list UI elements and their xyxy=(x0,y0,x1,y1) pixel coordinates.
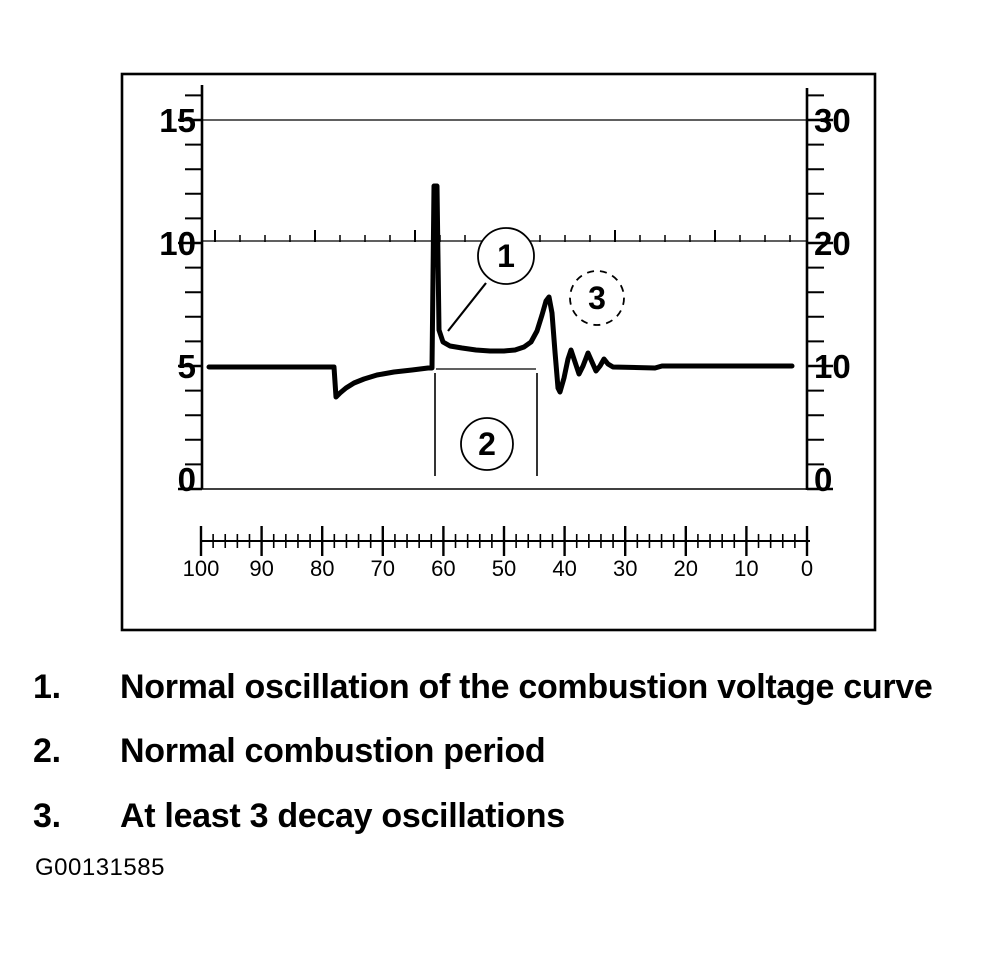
legend-item-2-text: Normal combustion period xyxy=(120,732,546,770)
ruler-label-30: 30 xyxy=(613,556,637,581)
ruler-label-80: 80 xyxy=(310,556,334,581)
callout-3-circle xyxy=(569,270,625,326)
callout-1-leader-line xyxy=(447,282,487,332)
legend-item-1-number: 1. xyxy=(33,668,61,706)
callout-3-number: 3 xyxy=(588,280,606,316)
legend-item-3-text: At least 3 decay oscillations xyxy=(120,797,565,835)
figure-id-code: G00131585 xyxy=(35,854,165,881)
legend-item-2: 2. Normal combustion period xyxy=(0,732,999,776)
ruler-label-40: 40 xyxy=(552,556,576,581)
callout-2-circle xyxy=(460,417,514,471)
right-axis-label-20: 20 xyxy=(814,225,851,262)
ruler-label-50: 50 xyxy=(492,556,516,581)
ruler-label-10: 10 xyxy=(734,556,758,581)
legend-item-2-number: 2. xyxy=(33,732,61,770)
legend-item-3: 3. At least 3 decay oscillations xyxy=(0,797,999,841)
legend-item-1: 1. Normal oscillation of the combustion … xyxy=(0,668,999,712)
callout-1-circle xyxy=(477,227,535,285)
right-axis-label-30: 30 xyxy=(814,102,851,139)
legend-item-1-text: Normal oscillation of the combustion vol… xyxy=(120,668,933,706)
figure-frame xyxy=(120,72,877,632)
ruler-label-70: 70 xyxy=(371,556,395,581)
legend-item-3-number: 3. xyxy=(33,797,61,835)
ruler-label-90: 90 xyxy=(249,556,273,581)
callout-2-number: 2 xyxy=(478,426,496,462)
ruler-label-100: 100 xyxy=(183,556,220,581)
ruler-label-60: 60 xyxy=(431,556,455,581)
ruler-label-0: 0 xyxy=(801,556,813,581)
left-axis-label-0: 0 xyxy=(178,461,196,498)
voltage-trace xyxy=(206,183,795,400)
right-axis-label-10: 10 xyxy=(814,348,851,385)
left-axis-label-10: 10 xyxy=(159,225,196,262)
left-axis-label-5: 5 xyxy=(178,348,196,385)
ruler-label-20: 20 xyxy=(674,556,698,581)
callout-1-number: 1 xyxy=(497,238,515,274)
right-axis-label-0: 0 xyxy=(814,461,832,498)
left-axis-label-15: 15 xyxy=(159,102,196,139)
